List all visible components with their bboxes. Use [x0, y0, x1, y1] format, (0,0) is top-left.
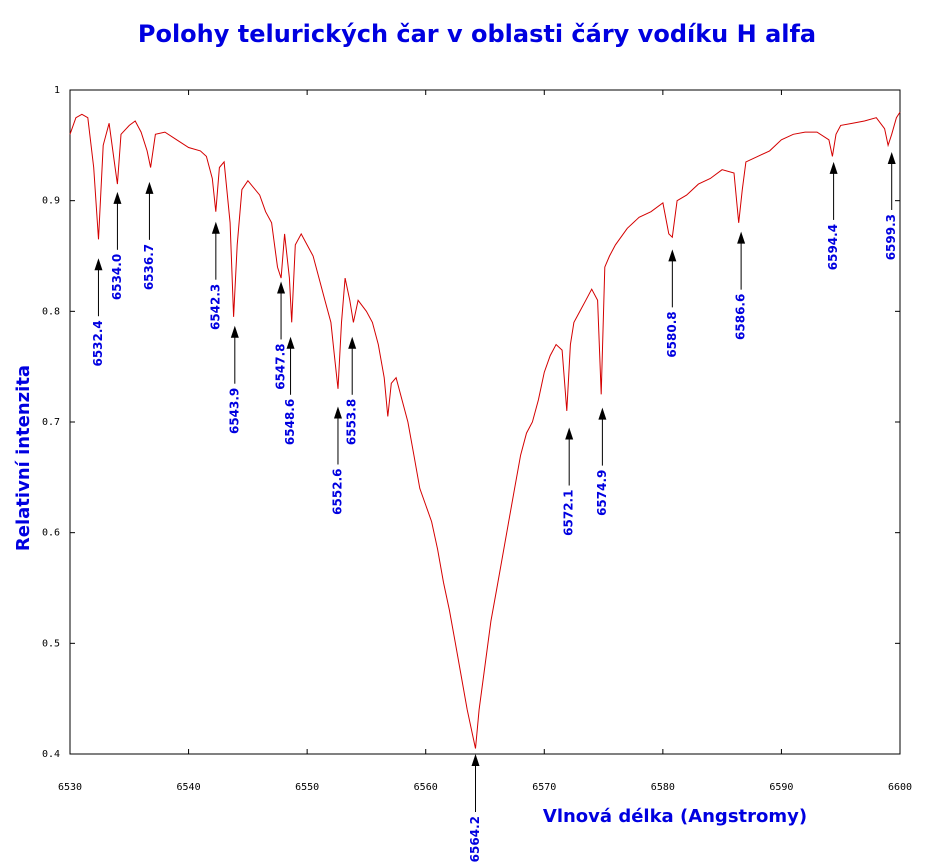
- y-tick-label: 0.7: [42, 417, 60, 428]
- annotation-label: 6542.3: [208, 284, 222, 330]
- annotation-label: 6543.9: [227, 388, 241, 434]
- annotation-label: 6572.1: [562, 490, 576, 536]
- chart-title: Polohy telurických čar v oblasti čáry vo…: [138, 20, 816, 48]
- x-tick-label: 6580: [651, 782, 675, 793]
- annotation-arrowhead: [598, 407, 607, 420]
- annotation-arrowhead: [145, 181, 154, 194]
- x-tick-label: 6550: [295, 782, 319, 793]
- y-tick-label: 1: [54, 85, 60, 96]
- y-tick-label: 0.6: [42, 528, 60, 539]
- annotation-label: 6564.2: [468, 816, 482, 862]
- annotation-label: 6574.9: [595, 470, 609, 516]
- annotation-label: 6586.6: [734, 294, 748, 340]
- spectrum-line: [69, 111, 901, 749]
- annotation-label: 6594.4: [826, 224, 840, 270]
- annotation-arrowhead: [471, 754, 480, 766]
- x-axis-label: Vlnová délka (Angstromy): [543, 806, 807, 827]
- annotation-label: 6599.3: [884, 214, 898, 260]
- annotation-arrowhead: [277, 281, 286, 294]
- annotation-label: 6552.6: [330, 469, 344, 515]
- x-tick-label: 6600: [888, 782, 912, 793]
- annotation-arrowhead: [333, 406, 342, 419]
- x-tick-label: 6560: [414, 782, 438, 793]
- annotation-arrowhead: [829, 161, 838, 174]
- annotation-arrowhead: [565, 427, 574, 440]
- annotation-label: 6532.4: [91, 320, 105, 366]
- y-tick-label: 0.5: [42, 638, 60, 649]
- annotation-label: 6580.8: [665, 311, 679, 357]
- annotation-arrowhead: [668, 249, 677, 262]
- x-tick-label: 6530: [58, 782, 82, 793]
- x-tick-label: 6540: [177, 782, 201, 793]
- annotation-arrowhead: [348, 336, 357, 349]
- x-tick-label: 6590: [769, 782, 793, 793]
- annotation-label: 6553.8: [345, 399, 359, 445]
- annotation-arrowhead: [113, 191, 122, 204]
- y-tick-label: 0.8: [42, 306, 60, 317]
- plot-frame: [69, 89, 901, 755]
- annotation-label: 6536.7: [142, 244, 156, 290]
- x-tick-label: 6570: [532, 782, 556, 793]
- annotation-arrowhead: [94, 258, 103, 271]
- annotation-arrowhead: [230, 325, 239, 338]
- y-axis-label: Relativní intenzita: [13, 365, 34, 551]
- annotation-label: 6547.8: [274, 343, 288, 389]
- annotation-arrowhead: [286, 336, 295, 349]
- annotation-arrowhead: [737, 231, 746, 244]
- y-tick-label: 0.9: [42, 196, 60, 207]
- annotation-arrowhead: [887, 151, 896, 164]
- annotation-label: 6534.0: [110, 254, 124, 300]
- annotation-label: 6548.6: [283, 399, 297, 445]
- y-tick-label: 0.4: [42, 749, 60, 760]
- annotation-arrowhead: [211, 221, 220, 234]
